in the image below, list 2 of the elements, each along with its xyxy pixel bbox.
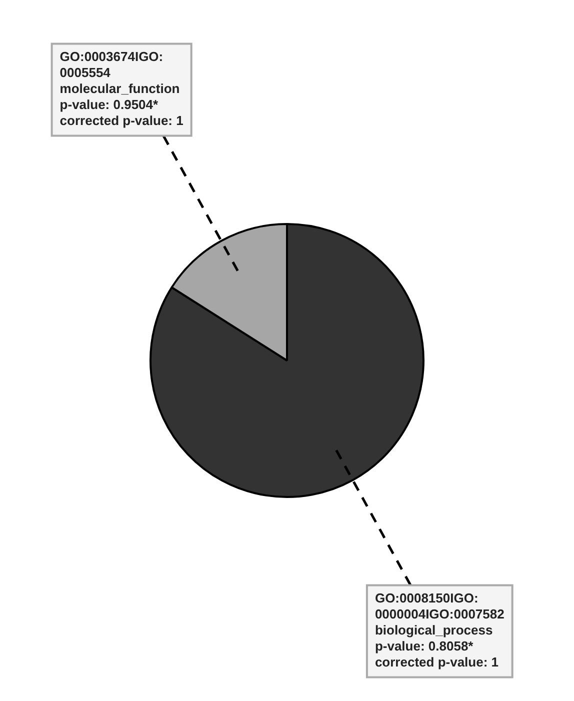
slice-label: GO:0003674IGO: 0005554 molecular_function p-value: 0.9504* corrected p-value: 1 (60, 48, 184, 128)
slice-label: GO:0008150IGO: 0000004IGO:0007582 biological_process p-value: 0.8058* corrected p-value: 1 (374, 590, 504, 670)
